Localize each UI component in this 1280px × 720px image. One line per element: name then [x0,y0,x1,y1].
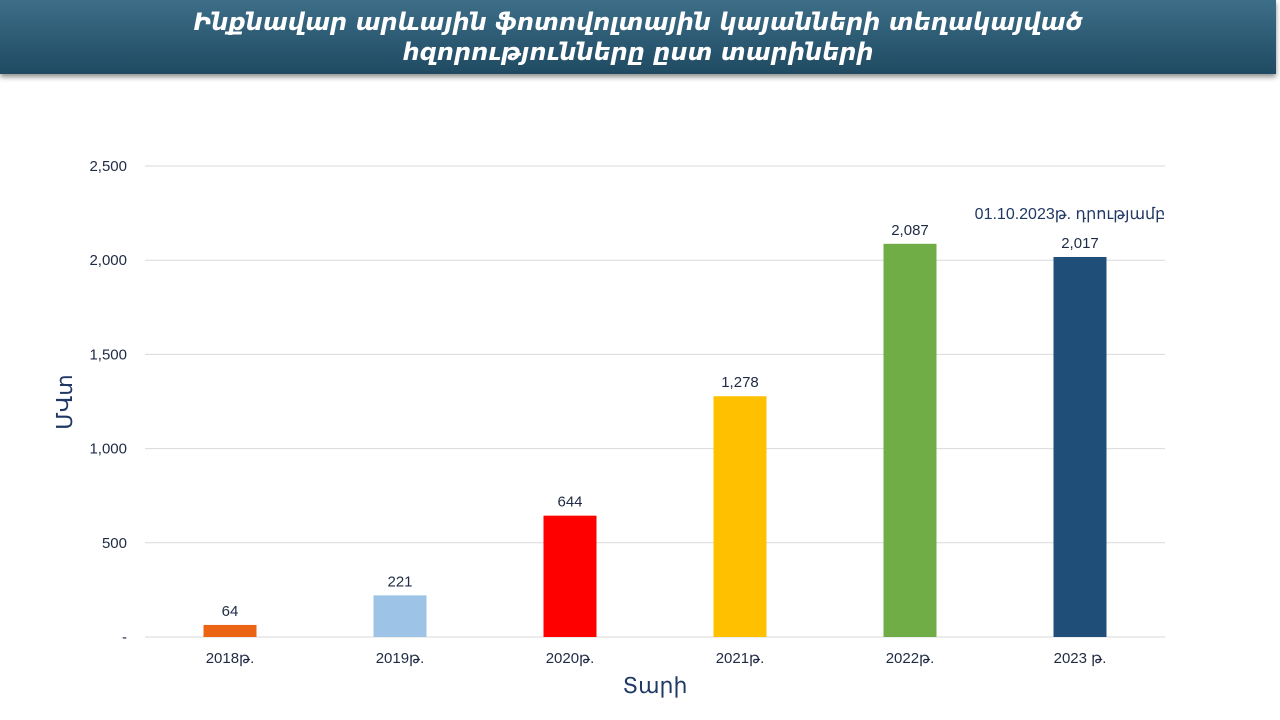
y-tick-label: - [122,629,127,646]
data-label: 64 [222,603,239,620]
y-tick-label: 1,000 [89,441,127,458]
bar [543,515,597,637]
x-tick-label: 2022թ. [886,650,935,667]
x-axis-ticks: 2018թ. 2019թ. 2020թ. 2021թ. 2022թ. 2023 թ. [206,650,1107,667]
gridlines [145,165,1165,638]
x-tick-label: 2020թ. [546,650,595,667]
y-tick-label: 2,500 [89,158,127,175]
chart-title-line-1: Ինքնավար արևային ֆոտովոլտային կայանների … [193,8,1083,36]
bar [883,243,937,637]
data-label: 1,278 [721,374,759,391]
y-tick-label: 500 [102,535,127,552]
bar [1053,256,1107,637]
title-banner: Ինքնավար արևային ֆոտովոլտային կայանների … [0,0,1276,74]
y-axis-ticks: - 500 1,000 1,500 2,000 2,500 [89,158,127,646]
bar [373,595,427,637]
y-axis-title: ՄՎտ [52,374,77,429]
bar [203,624,257,637]
data-label: 644 [557,494,582,511]
y-tick-label: 2,000 [89,252,127,269]
bar [713,396,767,637]
chart-title-line-2: հզորությունները ըստ տարիների [402,38,874,66]
data-label: 221 [387,573,412,590]
x-tick-label: 2019թ. [376,650,425,667]
bars [203,243,1107,637]
data-label: 2,087 [891,222,929,239]
y-tick-label: 1,500 [89,346,127,363]
x-tick-label: 2018թ. [206,650,255,667]
data-label: 2,017 [1061,235,1099,252]
data-labels: 64 221 644 1,278 2,087 2,017 [222,222,1099,620]
x-tick-label: 2021թ. [716,650,765,667]
x-tick-label: 2023 թ. [1054,650,1107,667]
x-axis-title: Տարի [623,673,688,698]
date-annotation: 01.10.2023թ. դրությամբ [975,206,1166,223]
